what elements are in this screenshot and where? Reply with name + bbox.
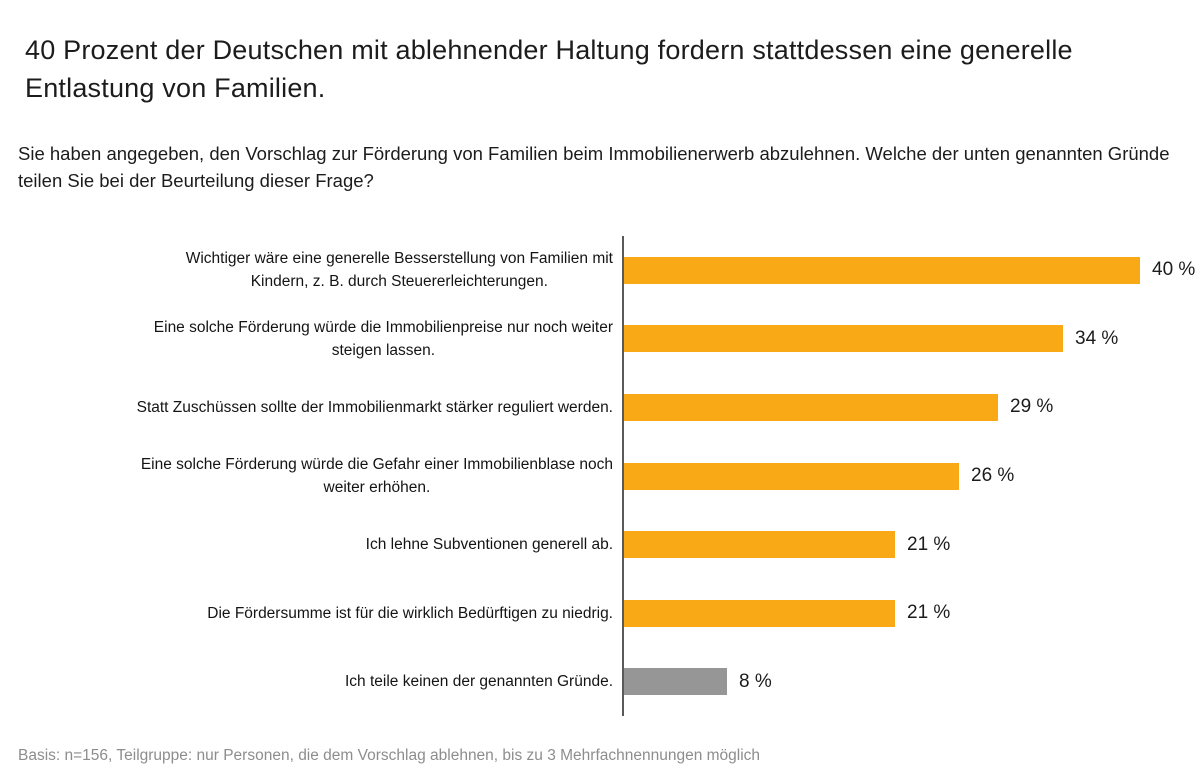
bar bbox=[624, 599, 895, 627]
bar-area: 29 % bbox=[624, 393, 1054, 421]
category-label: Ich lehne Subventionen generell ab. bbox=[365, 536, 613, 554]
category-label: Eine solche Förderung würde die Gefahr e… bbox=[140, 456, 613, 497]
y-axis-line bbox=[622, 236, 624, 716]
bar bbox=[624, 256, 1140, 284]
category-label: Ich teile keinen der genannten Gründe. bbox=[345, 673, 613, 691]
category-label-cell: Eine solche Förderung würde die Immobili… bbox=[0, 316, 613, 362]
category-label: Wichtiger wäre eine generelle Besserstel… bbox=[185, 250, 613, 291]
chart-row: Eine solche Förderung würde die Immobili… bbox=[0, 305, 1201, 374]
bar bbox=[624, 668, 727, 696]
chart-row: Statt Zuschüssen sollte der Immobilienma… bbox=[0, 373, 1201, 442]
bar-area: 21 % bbox=[624, 531, 951, 559]
category-label: Die Fördersumme ist für die wirklich Bed… bbox=[207, 604, 613, 622]
value-label: 29 % bbox=[1010, 396, 1054, 418]
category-label-cell: Ich lehne Subventionen generell ab. bbox=[0, 533, 613, 556]
bar bbox=[624, 462, 959, 490]
bar-area: 40 % bbox=[624, 256, 1196, 284]
category-label: Eine solche Förderung würde die Immobili… bbox=[153, 318, 613, 359]
value-label: 40 % bbox=[1152, 259, 1196, 281]
bar-area: 8 % bbox=[624, 668, 772, 696]
value-label: 34 % bbox=[1075, 327, 1119, 349]
category-label: Statt Zuschüssen sollte der Immobilienma… bbox=[136, 398, 613, 416]
chart-row: Die Fördersumme ist für die wirklich Bed… bbox=[0, 579, 1201, 648]
bar bbox=[624, 325, 1063, 353]
bar-area: 21 % bbox=[624, 599, 951, 627]
bar bbox=[624, 393, 998, 421]
chart-row: Ich teile keinen der genannten Gründe. 8 … bbox=[0, 647, 1201, 716]
bar-area: 34 % bbox=[624, 325, 1119, 353]
category-label-cell: Wichtiger wäre eine generelle Besserstel… bbox=[0, 247, 613, 293]
category-label-cell: Eine solche Förderung würde die Gefahr e… bbox=[0, 453, 613, 499]
value-label: 21 % bbox=[907, 602, 951, 624]
chart-row: Eine solche Förderung würde die Gefahr e… bbox=[0, 442, 1201, 511]
bar-area: 26 % bbox=[624, 462, 1015, 490]
chart-rows: Wichtiger wäre eine generelle Besserstel… bbox=[0, 236, 1201, 716]
value-label: 8 % bbox=[739, 670, 772, 692]
category-label-cell: Die Fördersumme ist für die wirklich Bed… bbox=[0, 602, 613, 625]
basis-footnote: Basis: n=156, Teilgruppe: nur Personen, … bbox=[18, 747, 761, 764]
bar bbox=[624, 531, 895, 559]
value-label: 26 % bbox=[971, 465, 1015, 487]
chart-row: Ich lehne Subventionen generell ab. 21 % bbox=[0, 510, 1201, 579]
chart-row: Wichtiger wäre eine generelle Besserstel… bbox=[0, 236, 1201, 305]
bar-chart: Wichtiger wäre eine generelle Besserstel… bbox=[0, 236, 1201, 716]
value-label: 21 % bbox=[907, 533, 951, 555]
survey-question: Sie haben angegeben, den Vorschlag zur F… bbox=[18, 143, 1170, 191]
category-label-cell: Ich teile keinen der genannten Gründe. bbox=[0, 670, 613, 693]
category-label-cell: Statt Zuschüssen sollte der Immobilienma… bbox=[0, 396, 613, 419]
page-title: 40 Prozent der Deutschen mit ablehnender… bbox=[25, 35, 1073, 103]
